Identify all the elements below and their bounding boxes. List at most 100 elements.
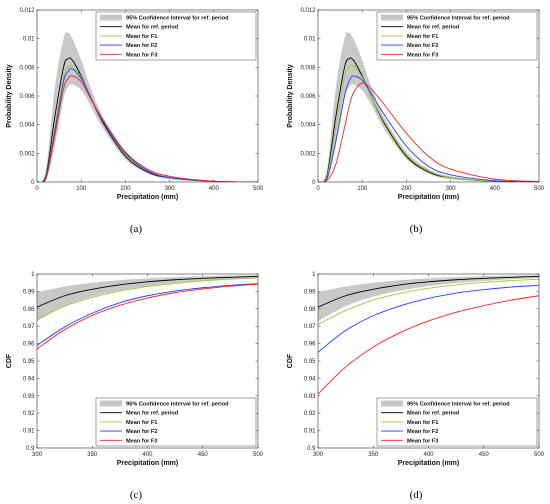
- x-tick-label: 450: [198, 452, 209, 458]
- x-tick-label: 450: [479, 452, 490, 458]
- legend-swatch-band: [381, 14, 403, 21]
- legend: 95% Confidence Interval for ref. period M…: [376, 11, 538, 61]
- legend-swatch-band: [100, 400, 122, 407]
- x-tick-label: 350: [368, 452, 379, 458]
- y-tick-label: 0.96: [304, 342, 316, 348]
- y-tick-label: 0: [31, 180, 35, 186]
- x-axis-label: Precipitation (mm): [398, 460, 459, 467]
- y-tick-label: 0.008: [300, 65, 316, 71]
- legend-label: Mean for ref. period: [126, 25, 179, 31]
- panel-label-b: (b): [410, 223, 423, 235]
- legend-label: Mean for F2: [407, 429, 438, 435]
- confidence-band: [37, 275, 258, 321]
- x-tick-label: 350: [87, 452, 98, 458]
- y-tick-label: 0.98: [304, 307, 316, 313]
- x-tick-label: 500: [253, 452, 264, 458]
- x-tick-label: 200: [401, 186, 412, 192]
- legend-label: 95% Confidence Interval for ref. period: [407, 16, 510, 22]
- series-line-0: [37, 275, 258, 308]
- y-tick-label: 0.91: [304, 429, 316, 435]
- legend-swatch-band: [381, 400, 403, 407]
- y-tick-label: 0.97: [304, 324, 316, 330]
- legend-label: Mean for F2: [407, 43, 438, 49]
- x-tick-label: 0: [316, 186, 320, 192]
- y-tick-label: 0.008: [19, 65, 35, 71]
- x-tick-label: 300: [313, 452, 324, 458]
- y-tick-label: 0.002: [19, 151, 35, 157]
- y-tick-label: 0.95: [304, 359, 316, 365]
- panel-label-d: (d): [410, 489, 423, 501]
- y-axis-label: Probability Density: [287, 64, 294, 128]
- y-axis-label: Probability Density: [6, 64, 13, 128]
- y-tick-label: 0.9: [26, 446, 35, 452]
- legend-label: 95% Confidence Interval for ref. period: [126, 402, 229, 408]
- x-tick-label: 400: [423, 452, 434, 458]
- legend-label: Mean for F1: [126, 420, 157, 426]
- legend-label: Mean for F1: [407, 34, 438, 40]
- legend-box: [376, 397, 538, 447]
- x-tick-label: 200: [120, 186, 131, 192]
- y-axis-label: CDF: [6, 353, 13, 368]
- series-line-2: [37, 283, 258, 346]
- y-tick-label: 0.006: [19, 94, 35, 100]
- legend-label: 95% Confidence Interval for ref. period: [126, 16, 229, 22]
- legend-box: [95, 397, 257, 447]
- y-tick-label: 0.92: [304, 411, 316, 417]
- x-tick-label: 0: [35, 186, 39, 192]
- y-axis-label: CDF: [287, 353, 294, 368]
- legend-label: Mean for ref. period: [407, 25, 460, 31]
- legend-box: [95, 11, 257, 61]
- legend-label: 95% Confidence Interval for ref. period: [407, 402, 510, 408]
- legend: 95% Confidence Interval for ref. period M…: [95, 11, 257, 61]
- y-tick-label: 0.96: [23, 342, 35, 348]
- x-tick-label: 100: [357, 186, 368, 192]
- x-tick-label: 100: [76, 186, 87, 192]
- x-tick-label: 400: [490, 186, 501, 192]
- y-tick-label: 0.92: [23, 411, 35, 417]
- series-line-1: [318, 278, 539, 325]
- panel-label-a: (a): [130, 223, 143, 235]
- x-tick-label: 500: [534, 186, 545, 192]
- legend: 95% Confidence Interval for ref. period M…: [95, 397, 257, 447]
- y-tick-label: 0.01: [304, 37, 316, 43]
- chart-panel-c: 300 350 400 450 500 0.9 0.91 0.92 0.93 0.94 0.95 0.…: [6, 272, 264, 467]
- y-tick-label: 0: [312, 180, 316, 186]
- series-line-3: [318, 295, 539, 395]
- panel-label-c: (c): [130, 489, 143, 501]
- legend-box: [376, 11, 538, 61]
- y-tick-label: 0.95: [23, 359, 35, 365]
- series-line-3: [37, 283, 258, 350]
- y-tick-label: 0.99: [23, 289, 35, 295]
- chart-panel-a: 0 100 200 300 400 500 0 0.002 0.004 0.006 0.008 0.0…: [6, 8, 264, 201]
- legend: 95% Confidence Interval for ref. period M…: [376, 397, 538, 447]
- legend-label: Mean for ref. period: [126, 411, 179, 417]
- y-tick-label: 0.006: [300, 94, 316, 100]
- y-tick-label: 0.93: [304, 394, 316, 400]
- y-tick-label: 0.9: [307, 446, 316, 452]
- legend-label: Mean for F3: [126, 438, 157, 444]
- confidence-band: [318, 275, 539, 321]
- legend-label: Mean for F1: [407, 420, 438, 426]
- legend-swatch-band: [100, 14, 122, 21]
- y-tick-label: 0.94: [23, 376, 35, 382]
- series-line-0: [318, 275, 539, 308]
- series-line-3: [318, 82, 539, 182]
- y-tick-label: 0.012: [19, 8, 35, 14]
- series-line-3: [37, 75, 258, 182]
- legend-label: Mean for F1: [126, 34, 157, 40]
- y-tick-label: 0.002: [300, 151, 316, 157]
- x-axis-label: Precipitation (mm): [117, 460, 178, 467]
- legend-label: Mean for F3: [126, 52, 157, 58]
- x-tick-label: 400: [142, 452, 153, 458]
- series-line-2: [318, 284, 539, 353]
- y-tick-label: 0.004: [300, 123, 316, 129]
- series-line-2: [37, 67, 258, 182]
- legend-label: Mean for F3: [407, 438, 438, 444]
- x-tick-label: 500: [534, 452, 545, 458]
- x-tick-label: 300: [32, 452, 43, 458]
- y-tick-label: 0.93: [23, 394, 35, 400]
- chart-panel-d: 300 350 400 450 500 0.9 0.91 0.92 0.93 0.94 0.95 0.…: [287, 272, 545, 467]
- legend-label: Mean for F2: [126, 429, 157, 435]
- x-tick-label: 400: [209, 186, 220, 192]
